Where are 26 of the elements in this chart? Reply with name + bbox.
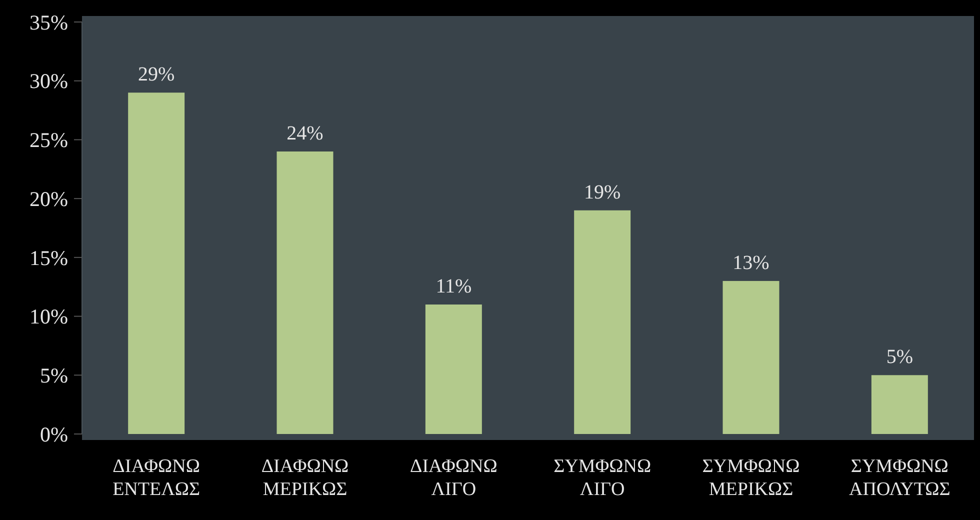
bar [574,210,631,434]
x-tick-label: ΣΥΜΦΩΝΩ ΑΠΟΛΥΤΩΣ [849,456,950,500]
bar [128,92,185,434]
data-label: 5% [886,346,914,368]
x-tick-label: ΔΙΑΦΩΝΩ ΕΝΤΕΛΩΣ [112,456,200,500]
y-tick-label: 0% [40,422,68,446]
y-tick-label: 35% [30,10,68,34]
x-tick-label: ΔΙΑΦΩΝΩ ΜΕΡΙΚΩΣ [261,456,349,500]
x-tick-label: ΔΙΑΦΩΝΩ ΛΙΓΟ [410,456,498,500]
y-tick-label: 15% [30,246,68,270]
bar [722,280,780,434]
data-label: 24% [286,122,324,144]
x-tick-label: ΣΥΜΦΩΝΩ ΜΕΡΙΚΩΣ [702,456,800,500]
data-label: 13% [732,252,770,274]
data-label: 11% [436,276,472,298]
x-tick-label: ΣΥΜΦΩΝΩ ΛΙΓΟ [554,456,652,500]
y-tick-label: 25% [30,128,68,152]
bar [276,151,334,434]
y-tick-label: 20% [30,186,68,211]
y-tick-label: 10% [30,304,68,329]
data-label: 29% [138,64,175,86]
bar [425,304,482,434]
data-label: 19% [584,181,621,204]
y-tick-label: 30% [30,69,68,94]
bar [871,375,928,434]
y-tick-label: 5% [40,363,68,388]
